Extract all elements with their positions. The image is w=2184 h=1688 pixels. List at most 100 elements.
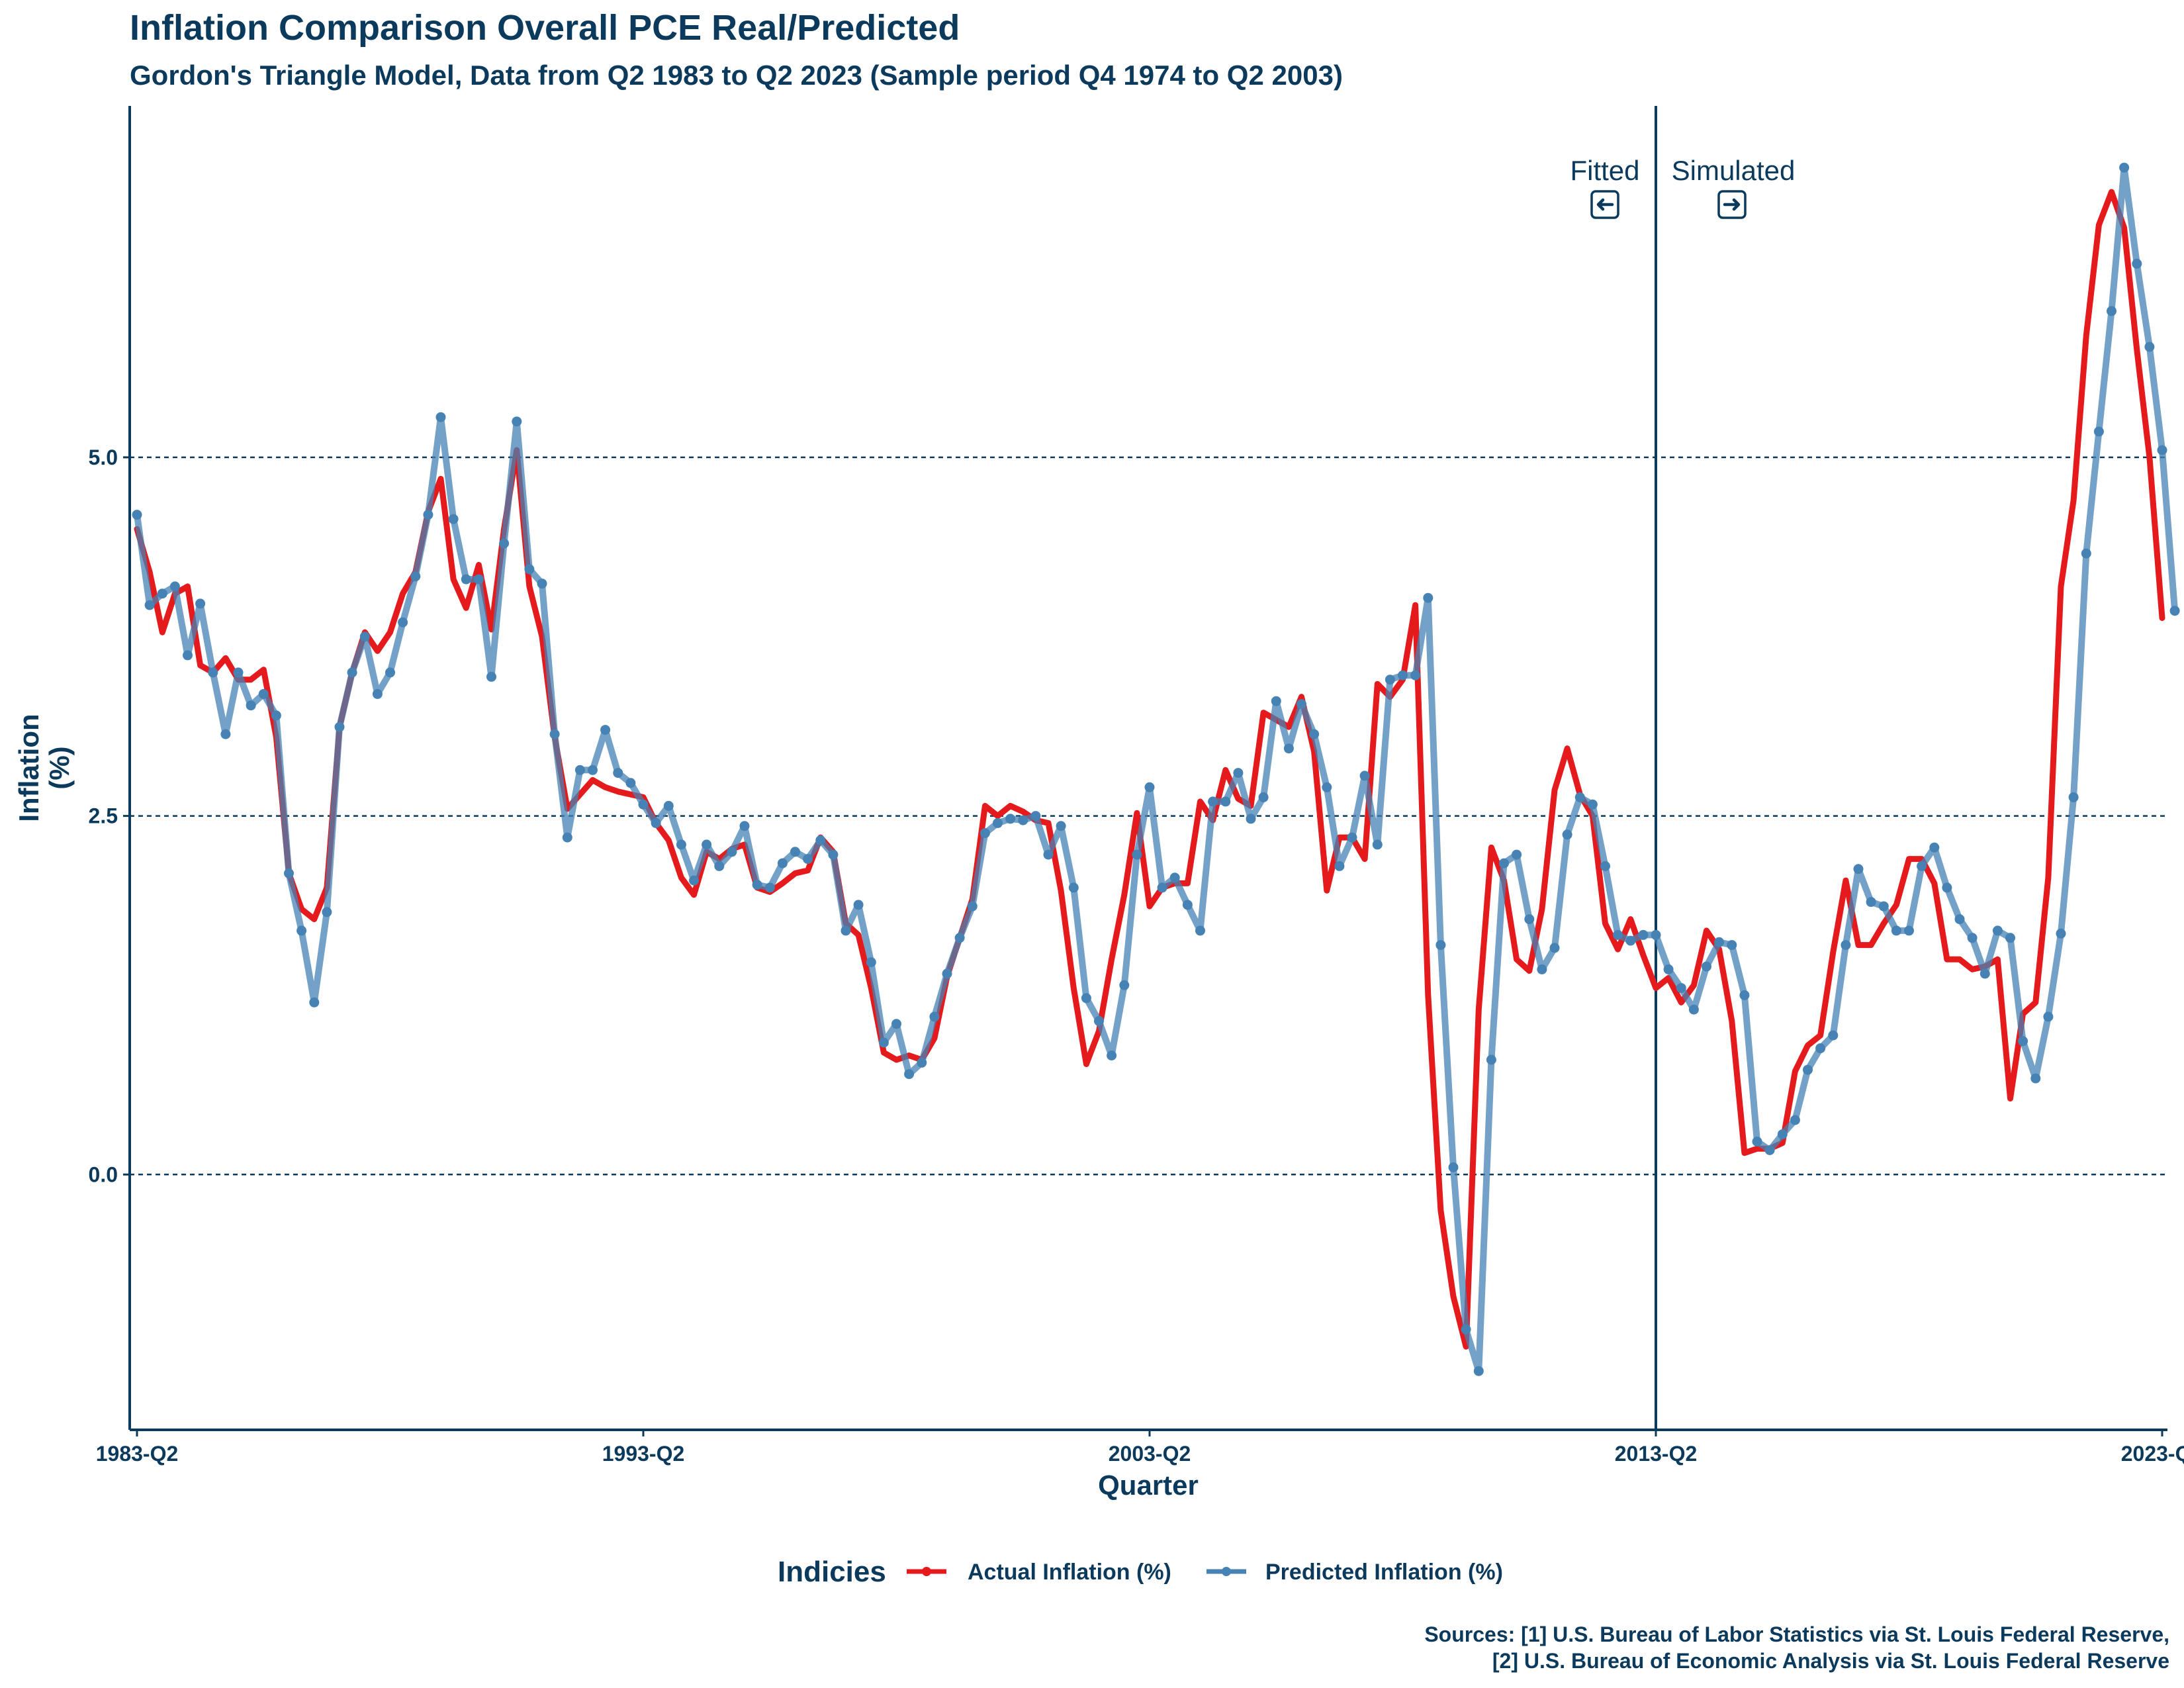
data-point [1853,864,1864,874]
gridlines [130,456,2167,1176]
data-point [296,925,307,936]
data-point [777,858,788,868]
data-point [841,925,851,936]
data-point [1309,729,1320,739]
data-point [2043,1011,2054,1022]
data-point [359,632,370,642]
data-point [1917,861,1927,871]
data-point [1702,961,1711,972]
data-point [2169,606,2180,616]
data-point [2018,1036,2028,1047]
fitted-label: Fitted [1570,155,1639,186]
data-point [1157,882,1167,893]
data-point [183,650,193,661]
data-point [1562,829,1572,840]
data-point [1942,882,1952,893]
legend-swatch-predicted-dot [1222,1567,1231,1576]
data-point [1790,1115,1800,1125]
data-point [1739,990,1750,1000]
y-tick-label: 5.0 [89,445,118,469]
data-point [676,839,686,850]
data-point [461,574,471,585]
data-point [714,861,725,871]
data-point [1587,799,1598,810]
data-point [258,688,269,699]
data-point [1537,964,1547,974]
data-point [549,729,560,739]
data-point [2005,933,2015,943]
data-point [1600,861,1610,871]
data-point [2107,306,2116,316]
x-tick-label: 2013-Q2 [1615,1442,1698,1466]
data-point [1246,814,1256,824]
data-point [1030,811,1041,821]
data-point [2132,258,2142,269]
data-point [1094,1015,1104,1026]
x-tick-label: 1983-Q2 [96,1442,179,1466]
data-point [904,1069,915,1080]
data-point [866,957,876,968]
data-point [993,818,1003,828]
x-axis-ticks: 1983-Q2 1993-Q2 2003-Q2 2013-Q2 2023-Q2 [96,1430,2184,1466]
data-point [499,538,510,549]
data-point [878,1037,889,1048]
data-point [954,933,965,943]
data-point [385,667,395,678]
data-point [1512,849,1522,860]
data-point [2030,1073,2041,1084]
sources-line-2: [2] U.S. Bureau of Economic Analysis via… [1492,1649,2169,1673]
data-point [1448,1162,1459,1172]
data-point [537,579,547,589]
data-point [2081,548,2091,559]
data-point [1107,1051,1117,1060]
data-point [702,839,712,850]
data-point [917,1057,927,1068]
data-point [169,581,180,592]
data-point [1208,796,1218,807]
data-point [1638,929,1649,940]
data-point [1752,1137,1762,1147]
data-point [1473,1366,1484,1376]
data-point [1423,592,1433,603]
data-point [1815,1043,1826,1054]
data-point [448,514,459,524]
data-point [562,832,572,843]
data-point [1549,943,1560,953]
data-point [967,901,978,912]
data-point [309,997,320,1008]
data-point [1967,933,1978,943]
data-point [942,968,952,979]
data-point [1803,1064,1813,1075]
data-point [2068,792,2079,802]
legend-item-actual: Actual Inflation (%) [907,1560,1171,1585]
data-point [233,667,244,678]
chart-title: Inflation Comparison Overall PCE Real/Pr… [130,8,960,48]
data-point [1764,1145,1775,1155]
data-point [752,880,762,890]
series-predicted [132,162,2180,1376]
legend-swatch-actual-dot [922,1567,931,1576]
data-point [2093,426,2104,437]
data-point [1435,940,1446,951]
data-point [410,571,421,582]
data-point [1398,670,1408,680]
data-point [1334,861,1345,871]
data-point [588,765,598,775]
data-point [764,882,775,893]
data-point [1929,842,1940,853]
data-point [1904,925,1914,936]
data-point [1220,796,1231,807]
data-point [574,765,585,775]
data-point [1043,849,1054,860]
data-point [1828,1030,1839,1041]
data-point [1018,815,1028,825]
data-point [334,722,345,732]
chart-subtitle: Gordon's Triangle Model, Data from Q2 19… [130,60,1343,91]
data-point [423,510,433,520]
data-point [1005,814,1016,824]
data-point [1979,968,1990,979]
series-line [134,164,2179,1375]
data-point [2157,445,2167,455]
sources-line-1: Sources: [1] U.S. Bureau of Labor Statis… [1424,1622,2169,1646]
data-point [1777,1129,1788,1140]
